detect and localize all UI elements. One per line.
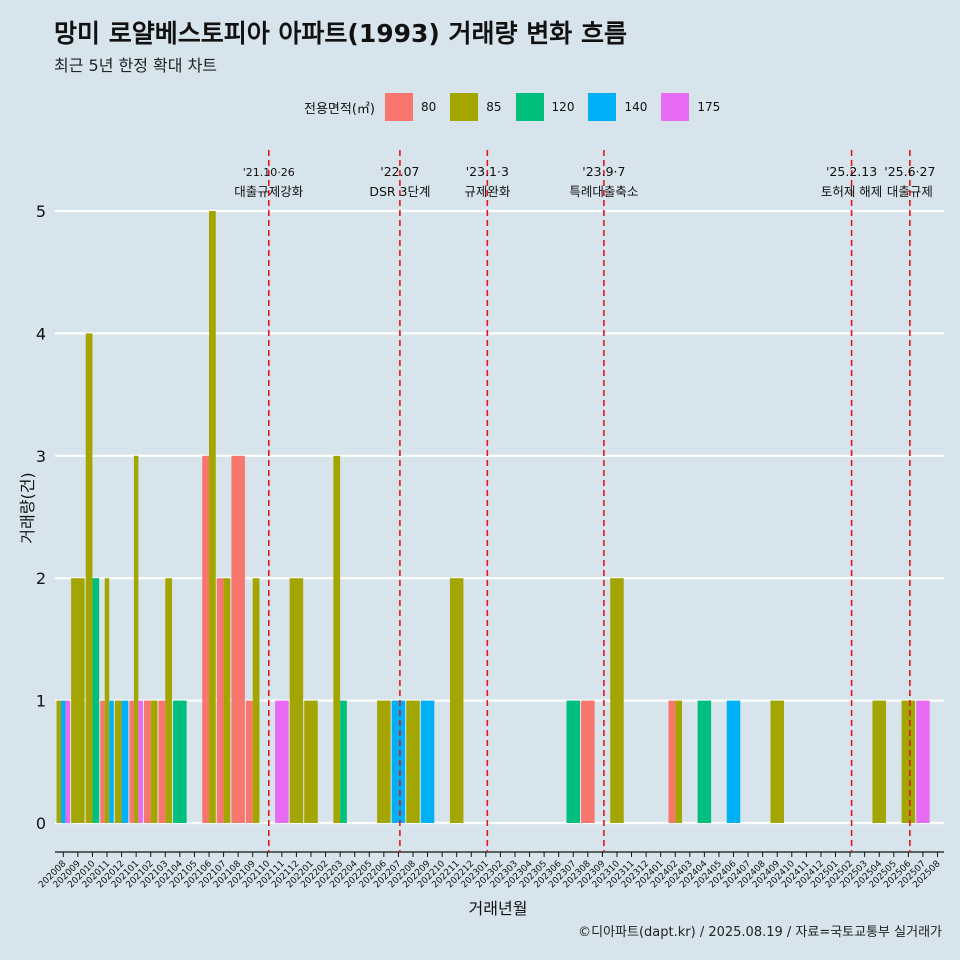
bar [252,578,260,823]
event-name-label: DSR 3단계 [369,184,430,199]
bar [150,700,158,823]
bar [65,700,71,823]
bar [275,700,289,823]
bar [158,700,166,823]
bar [202,455,209,823]
bar [56,700,62,823]
chart-subtitle: 최근 5년 한정 확대 차트 [54,56,218,75]
legend: 전용면적(㎡) 80 85 120 140 175 [304,93,734,121]
legend-swatch [384,93,413,121]
event-date-label: '21.10·26 [243,166,295,179]
bar [71,578,85,823]
legend-label: 85 [486,100,502,114]
y-tick-label: 3 [36,447,46,466]
event-date-label: '25.2.13 [826,164,877,179]
bar [420,700,435,823]
legend-item: 85 [450,93,502,121]
bar [100,700,105,823]
bar [129,700,134,823]
legend-item: 80 [384,93,437,121]
bar [109,700,114,823]
bar [340,700,347,823]
bar [165,578,173,823]
event-date-label: '25.6·27 [884,164,935,179]
y-tick-label: 2 [36,569,46,588]
bar [138,700,143,823]
bar [216,578,224,823]
legend-swatch [450,93,479,121]
legend-swatch [661,93,690,121]
bar [872,700,886,823]
bar [304,700,318,823]
legend-label: 80 [420,100,437,114]
event-name-label: 특례대출축소 [569,184,638,199]
bar [391,700,406,823]
bar [223,578,231,823]
bar [449,578,464,823]
bar [333,455,341,823]
y-tick-label: 5 [36,202,46,221]
bar [406,700,420,823]
bar [377,700,391,823]
event-date-label: '23.9·7 [582,164,625,179]
chart-title: 망미 로얄베스토피아 아파트(1993) 거래량 변화 흐름 [54,19,627,48]
bar [770,700,784,823]
legend-item: 140 [588,93,647,121]
event-name-label: 규제완화 [464,184,511,199]
bar [209,211,216,823]
bar [61,700,66,823]
legend-swatch [515,93,544,121]
event-name-label: 대출규제 [887,184,933,199]
bar [121,700,129,823]
bar [245,700,253,823]
legend-item: 120 [515,93,575,121]
bar [143,700,151,823]
source-caption: ©디아파트(dapt.kr) / 2025.08.19 / 자료=국토교통부 실… [578,925,942,940]
y-tick-label: 1 [36,692,46,711]
bar [289,578,304,823]
bar [133,455,139,823]
x-axis-title: 거래년월 [469,899,528,918]
y-axis-title: 거래량(건) [18,472,37,543]
legend-item: 175 [661,93,720,121]
event-name-label: 대출규제강화 [234,184,304,199]
bar [726,700,741,823]
bar [901,700,916,823]
bar [610,578,624,823]
event-date-label: '22.07 [380,164,419,179]
bar [668,700,676,823]
legend-label: 140 [624,100,648,114]
y-tick-label: 4 [36,324,46,343]
legend-label: 120 [551,100,575,114]
legend-swatch [588,93,617,121]
bar [114,700,122,823]
bar [85,333,93,823]
bar [675,700,682,823]
bar [697,700,712,823]
event-name-label: 토허제 해제 [821,184,882,199]
event-date-label: '23.1·3 [466,164,509,179]
bar [231,455,245,823]
legend-title: 전용면적(㎡) [304,101,375,117]
bar [916,700,930,823]
bar [581,700,595,823]
legend-label: 175 [697,100,721,114]
bar [566,700,580,823]
bar [104,578,110,823]
y-tick-label: 0 [36,814,46,833]
bar [92,578,100,823]
bar [173,700,187,823]
legend-items: 80 85 120 140 175 [384,93,734,121]
